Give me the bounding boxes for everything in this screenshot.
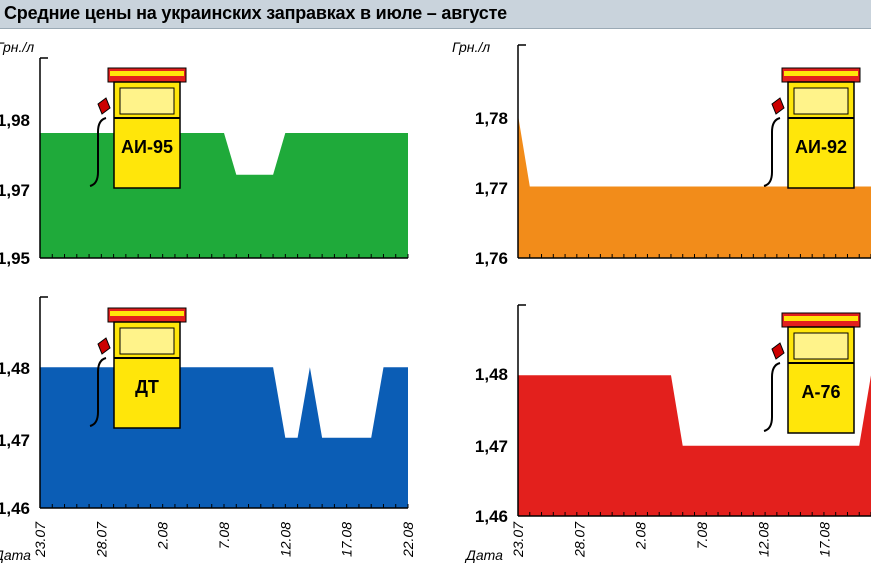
x-tick-label: 22.08 xyxy=(400,522,416,558)
area-series xyxy=(40,367,408,508)
y-tick-label: 1,98 xyxy=(0,111,30,130)
pump-display xyxy=(793,332,849,360)
x-tick-label: 28.07 xyxy=(93,521,109,558)
y-unit-label: Грн./л xyxy=(452,39,490,55)
x-tick-label: 28.07 xyxy=(571,521,587,558)
fuel-pump-icon: АИ-92 xyxy=(763,67,861,189)
x-tick-label: 7.08 xyxy=(216,522,232,549)
y-unit-label: Грн./л xyxy=(0,39,34,55)
y-tick-label: 1,76 xyxy=(475,249,508,268)
y-tick-label: 1,48 xyxy=(0,359,30,378)
pump-display xyxy=(119,327,175,355)
area-series xyxy=(40,133,408,258)
pump-nozzle xyxy=(97,337,111,355)
fuel-pump-icon: АИ-95 xyxy=(89,67,187,189)
fuel-type-label: ДТ xyxy=(135,377,159,397)
pump-nozzle xyxy=(771,342,785,360)
x-axis-label: Дата xyxy=(0,547,31,563)
x-axis-label: Дата xyxy=(464,547,503,563)
x-tick-label: 12.08 xyxy=(277,522,293,557)
pump-top-stripe xyxy=(110,311,184,316)
fuel-type-label: АИ-95 xyxy=(121,137,173,157)
x-tick-label: 2.08 xyxy=(633,522,649,550)
y-tick-label: 1,47 xyxy=(0,431,30,450)
chart-title: Средние цены на украинских заправках в и… xyxy=(4,3,507,23)
y-tick-label: 1,46 xyxy=(475,507,508,526)
pump-hose xyxy=(763,362,781,432)
y-tick-label: 1,46 xyxy=(0,499,30,518)
x-tick-label: 17.08 xyxy=(817,522,833,557)
pump-hose xyxy=(763,117,781,187)
pump-hose xyxy=(89,117,107,187)
fuel-type-label: А-76 xyxy=(801,382,840,402)
x-tick-label: 2.08 xyxy=(155,522,171,550)
chart-panel-АИ-92: 1,78 1,77 1,76 Грн./л АИ-92 xyxy=(452,39,871,268)
pump-top-stripe xyxy=(110,71,184,76)
pump-nozzle xyxy=(97,97,111,115)
x-tick-label: 23.07 xyxy=(510,521,526,558)
fuel-pump-icon: А-76 xyxy=(763,312,861,434)
fuel-type-label: АИ-92 xyxy=(795,137,847,157)
chart-panel-ДТ: 1,48 1,47 1,46 ДТ xyxy=(0,296,409,518)
chart-panel-А-76: 1,48 1,47 1,46 А-76 xyxy=(475,304,871,526)
y-tick-label: 1,47 xyxy=(475,437,508,456)
chart-panel-АИ-95: 1,98 1,97 1,95 Грн./л АИ-95 xyxy=(0,39,409,268)
area-series xyxy=(518,375,871,516)
y-tick-label: 1,78 xyxy=(475,109,508,128)
pump-hose xyxy=(89,357,107,427)
pump-display xyxy=(119,87,175,115)
pump-display xyxy=(793,87,849,115)
x-axis-dates-0: 23.07 28.07 2.08 7.08 12.08 17.08 22.08 Дата xyxy=(0,521,416,563)
x-tick-label: 7.08 xyxy=(694,522,710,549)
fuel-pump-icon: ДТ xyxy=(89,307,187,429)
x-axis-dates-1: 23.07 28.07 2.08 7.08 12.08 17.08 Дата xyxy=(464,521,833,563)
title-bar: Средние цены на украинских заправках в и… xyxy=(0,0,871,29)
y-tick-label: 1,95 xyxy=(0,249,30,268)
area-series xyxy=(518,115,871,258)
y-tick-label: 1,48 xyxy=(475,365,508,384)
pump-top-stripe xyxy=(784,316,858,321)
y-tick-label: 1,77 xyxy=(475,179,508,198)
x-tick-label: 17.08 xyxy=(339,522,355,557)
pump-nozzle xyxy=(771,97,785,115)
y-tick-label: 1,97 xyxy=(0,181,30,200)
pump-top-stripe xyxy=(784,71,858,76)
x-tick-label: 12.08 xyxy=(755,522,771,557)
x-tick-label: 23.07 xyxy=(32,521,48,558)
